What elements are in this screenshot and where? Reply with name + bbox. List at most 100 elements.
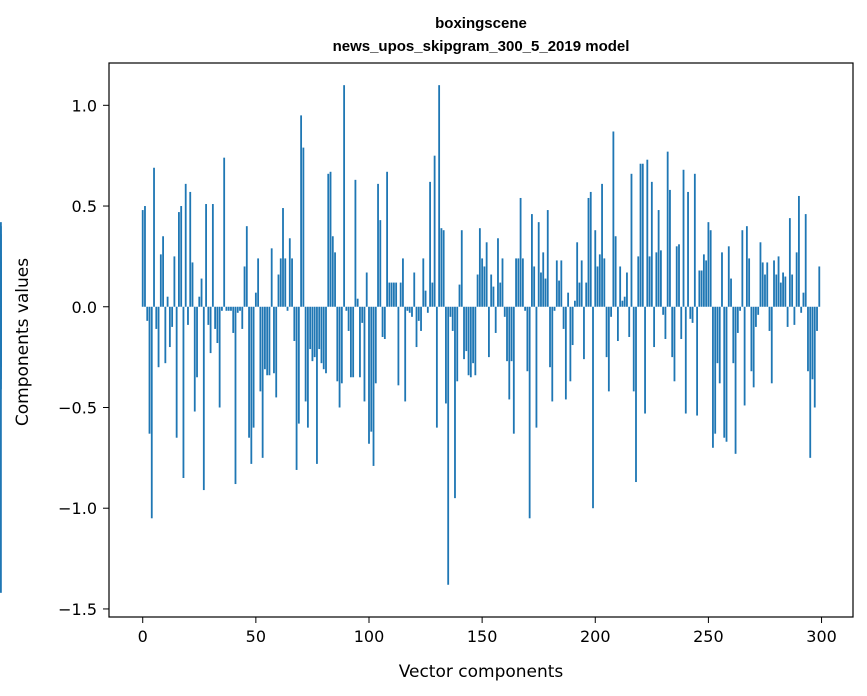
bar (209, 306, 212, 354)
bar (451, 306, 454, 331)
bar (297, 306, 300, 424)
bar (234, 306, 237, 485)
bar (236, 306, 239, 313)
bar (571, 306, 574, 346)
bar (804, 214, 807, 307)
bar (757, 306, 760, 315)
bar (223, 157, 226, 307)
bar (478, 228, 481, 307)
y-tick-label: 0.0 (72, 298, 97, 317)
bar (218, 306, 221, 408)
bar (166, 296, 169, 307)
bar (730, 278, 732, 307)
bar (551, 306, 554, 402)
bar (777, 256, 780, 307)
bar (257, 258, 260, 307)
bar (716, 306, 719, 364)
bar (739, 306, 741, 311)
bar (648, 256, 651, 307)
bar (390, 282, 393, 307)
bar (680, 306, 683, 339)
bar (585, 282, 588, 307)
bar (786, 306, 789, 327)
bar (458, 284, 461, 307)
bar (245, 226, 248, 307)
bar (248, 306, 250, 438)
bar (316, 306, 318, 464)
bar (506, 306, 508, 362)
bar (221, 306, 223, 311)
bar (157, 306, 160, 368)
bar (250, 306, 253, 464)
chart-title: boxingscene (435, 15, 527, 32)
bar (723, 306, 726, 438)
bar (659, 250, 662, 307)
bar (150, 306, 153, 519)
bar (555, 260, 558, 307)
bar (411, 306, 413, 317)
bar (773, 260, 775, 307)
chart-subtitle: news_upos_skipgram_300_5_2019 model (333, 38, 630, 55)
bar (320, 306, 323, 364)
bar (354, 179, 357, 307)
bar (352, 306, 355, 378)
y-tick-label: 1.0 (72, 96, 97, 115)
bar (607, 306, 610, 392)
bar (318, 306, 321, 350)
bar (598, 254, 601, 307)
bar (454, 306, 456, 499)
bar (399, 282, 402, 307)
bar (718, 306, 721, 384)
bar (784, 276, 787, 307)
bar (467, 306, 470, 376)
bar (601, 183, 603, 307)
bar (775, 274, 778, 307)
bar (696, 306, 698, 416)
bar (641, 163, 644, 307)
bar (325, 306, 327, 374)
bar (616, 306, 619, 342)
bar (517, 258, 520, 307)
bar (528, 306, 531, 519)
bar (175, 306, 178, 438)
bar (770, 306, 773, 384)
bar (300, 115, 303, 307)
bar (216, 306, 219, 344)
bar (499, 282, 502, 307)
bar (356, 298, 359, 307)
bar (429, 181, 431, 307)
bar (227, 306, 230, 311)
bar (578, 282, 581, 307)
bar (569, 306, 572, 382)
bar (374, 306, 377, 384)
bar (587, 197, 590, 307)
bar (178, 212, 180, 307)
bar (0, 294, 2, 307)
x-tick-label: 200 (580, 627, 611, 646)
bar (472, 306, 474, 364)
bar (198, 296, 201, 307)
bar (173, 256, 176, 307)
bar (818, 266, 821, 307)
bar (689, 306, 692, 319)
bar (442, 230, 445, 307)
bar (764, 274, 766, 307)
bar (788, 218, 791, 307)
bar (252, 306, 255, 428)
bar (273, 306, 275, 374)
bar (202, 306, 205, 491)
bar (0, 306, 2, 593)
bar (662, 306, 665, 315)
bar (678, 244, 680, 307)
bar (377, 183, 379, 307)
bar (295, 306, 298, 470)
bar (465, 306, 468, 352)
bar (230, 306, 232, 311)
bar (268, 306, 271, 376)
bar (562, 306, 565, 329)
bar (727, 246, 730, 307)
bar (732, 306, 735, 364)
bar (336, 306, 339, 382)
bar (492, 286, 495, 307)
